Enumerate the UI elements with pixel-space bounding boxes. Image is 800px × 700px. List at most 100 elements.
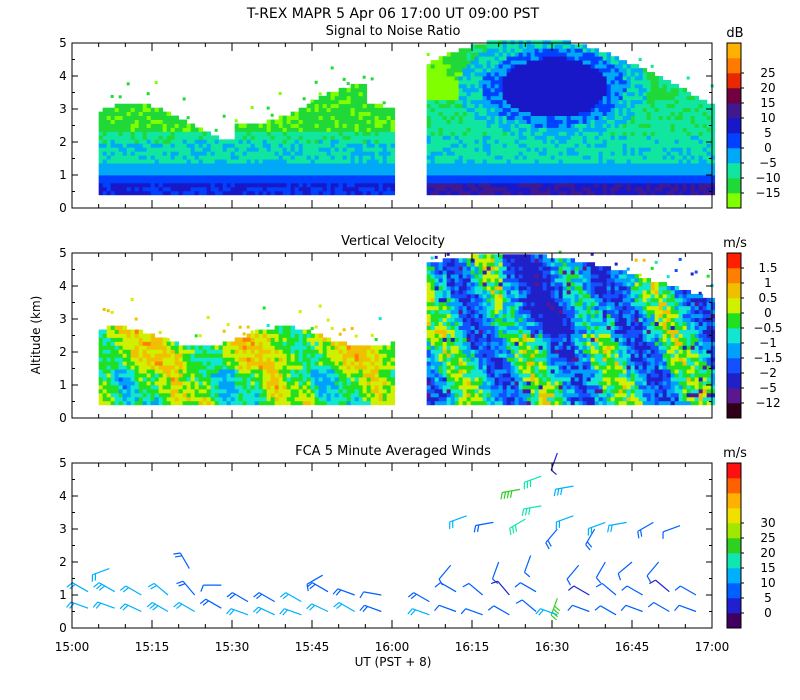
heatmap-cell — [194, 400, 200, 406]
heatmap-cell — [98, 341, 104, 346]
heatmap-cell — [138, 385, 144, 390]
heatmap-cell — [238, 175, 244, 180]
heatmap-cell — [542, 64, 548, 69]
heatmap-cell — [102, 107, 108, 113]
heatmap-cell — [598, 127, 604, 132]
heatmap-cell — [238, 341, 244, 346]
heatmap-cell — [450, 91, 456, 97]
heatmap-cell — [194, 182, 200, 188]
heatmap-cell — [206, 400, 212, 406]
heatmap-cell — [446, 91, 452, 97]
heatmap-cell — [590, 131, 596, 136]
heatmap-cell — [566, 111, 572, 116]
heatmap-cell — [602, 190, 608, 196]
heatmap-cell — [542, 190, 548, 196]
heatmap-cell — [506, 48, 512, 53]
heatmap-cell — [686, 147, 692, 152]
heatmap-cell — [330, 139, 336, 144]
heatmap-cell — [146, 135, 152, 140]
heatmap-cell — [294, 186, 300, 192]
heatmap-cell — [630, 83, 636, 89]
heatmap-cell — [434, 151, 440, 156]
heatmap-cell — [594, 178, 600, 184]
heatmap-cells — [98, 40, 716, 196]
heatmap-cell — [542, 87, 548, 93]
heatmap-cell — [478, 123, 484, 128]
heatmap-cell — [238, 357, 244, 362]
heatmap-cell — [230, 357, 236, 362]
heatmap-cell — [646, 182, 652, 188]
heatmap-cell — [682, 123, 688, 128]
heatmap-cell — [654, 87, 660, 93]
heatmap-cell — [154, 190, 160, 196]
heatmap-cell — [110, 369, 116, 374]
heatmap-cell — [642, 111, 648, 116]
heatmap-cell — [382, 186, 388, 192]
heatmap-cell — [582, 111, 588, 116]
heatmap-cell — [502, 87, 508, 93]
heatmap-cell — [238, 127, 244, 132]
heatmap-cell — [538, 186, 544, 192]
heatmap-cell — [510, 76, 516, 81]
heatmap-cell — [622, 182, 628, 188]
heatmap-cell — [222, 139, 228, 144]
heatmap-cell — [454, 155, 460, 160]
heatmap-cell — [526, 68, 532, 73]
heatmap-cell — [554, 143, 560, 148]
heatmap-cell — [246, 341, 252, 346]
heatmap-cell — [494, 147, 500, 152]
heatmap-cell — [322, 135, 328, 140]
heatmap-cell — [606, 135, 612, 140]
heatmap-cell — [526, 99, 532, 105]
heatmap-cell — [474, 131, 480, 136]
heatmap-cell — [378, 107, 384, 113]
heatmap-cell — [598, 52, 604, 57]
heatmap-cell — [158, 400, 164, 406]
heatmap-cell — [558, 79, 564, 85]
heatmap-cell — [186, 182, 192, 188]
heatmap-cell — [610, 115, 616, 120]
heatmap-cell — [370, 103, 376, 109]
heatmap-cell — [378, 147, 384, 152]
heatmap-cell — [514, 83, 520, 89]
heatmap-cell — [306, 182, 312, 188]
heatmap-cell — [602, 186, 608, 192]
heatmap-cell — [318, 163, 324, 168]
heatmap-cell — [226, 139, 232, 144]
heatmap-cell — [98, 396, 104, 402]
heatmap-cell — [522, 64, 528, 69]
heatmap-cell — [430, 139, 436, 144]
heatmap-cell — [678, 103, 684, 109]
heatmap-cell — [314, 127, 320, 132]
heatmap-cell — [622, 79, 628, 85]
heatmap-cell — [346, 103, 352, 109]
heatmap-cell — [358, 186, 364, 192]
heatmap-cell — [166, 182, 172, 188]
heatmap-cell — [122, 396, 128, 402]
heatmap-cell — [118, 143, 124, 148]
heatmap-cell — [534, 99, 540, 105]
heatmap-cell — [150, 139, 156, 144]
heatmap-cell — [518, 76, 524, 81]
heatmap-cell — [454, 127, 460, 132]
heatmap-cell — [494, 159, 500, 164]
heatmap-cell — [218, 190, 224, 196]
heatmap-cell — [490, 167, 496, 172]
heatmap-cell — [246, 182, 252, 188]
heatmap-cell — [574, 111, 580, 116]
heatmap-cell — [602, 175, 608, 180]
heatmap-cell — [706, 111, 712, 116]
heatmap-cell — [650, 83, 656, 89]
heatmap-cell — [386, 107, 392, 113]
heatmap-cell — [286, 143, 292, 148]
heatmap-cell — [306, 143, 312, 148]
heatmap-cell — [358, 123, 364, 128]
heatmap-cell — [638, 103, 644, 109]
heatmap-cell — [586, 182, 592, 188]
heatmap-cell — [318, 182, 324, 188]
heatmap-cell — [222, 353, 228, 358]
heatmap-cell — [230, 151, 236, 156]
heatmap-cell — [370, 147, 376, 152]
heatmap-cell — [342, 139, 348, 144]
heatmap-cell — [686, 182, 692, 188]
